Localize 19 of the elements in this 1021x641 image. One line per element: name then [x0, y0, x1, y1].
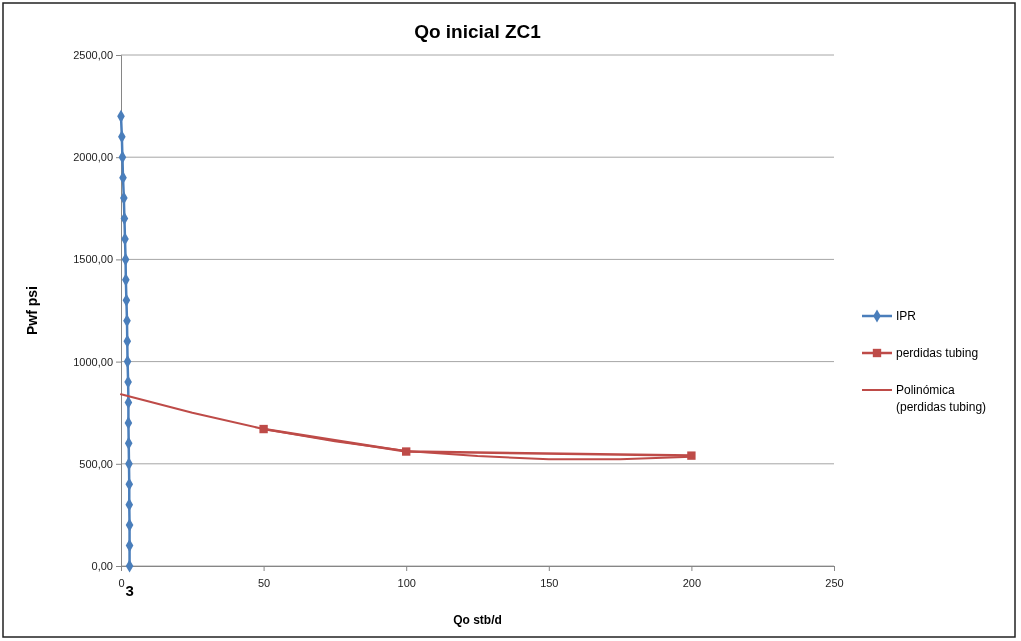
x-tick-label: 50	[257, 577, 271, 590]
y-tick-label: 2500,00	[73, 49, 113, 62]
x-tick-label: 100	[397, 577, 416, 590]
chart-title: Qo inicial ZC1	[414, 21, 542, 42]
y-tick-label: 0,00	[91, 560, 113, 573]
y-tick-label: 2000,00	[73, 151, 113, 164]
legend-label: Polinómica (perdidas tubing)	[896, 383, 987, 414]
y-tick-label: 500,00	[79, 457, 113, 470]
y-axis-title: Pwf psi	[24, 285, 40, 336]
annotation: 3	[125, 582, 134, 599]
x-tick-label: 200	[682, 577, 702, 590]
legend-label: perdidas tubing	[896, 346, 979, 360]
x-tick-label: 0	[118, 577, 125, 590]
x-tick-label: 150	[540, 577, 559, 590]
legend-label: IPR	[896, 309, 917, 323]
y-tick-label: 1500,00	[73, 253, 113, 266]
y-tick-label: 1000,00	[73, 355, 113, 368]
x-axis-title: Qo stb/d	[453, 613, 502, 627]
x-tick-label: 250	[825, 577, 844, 590]
